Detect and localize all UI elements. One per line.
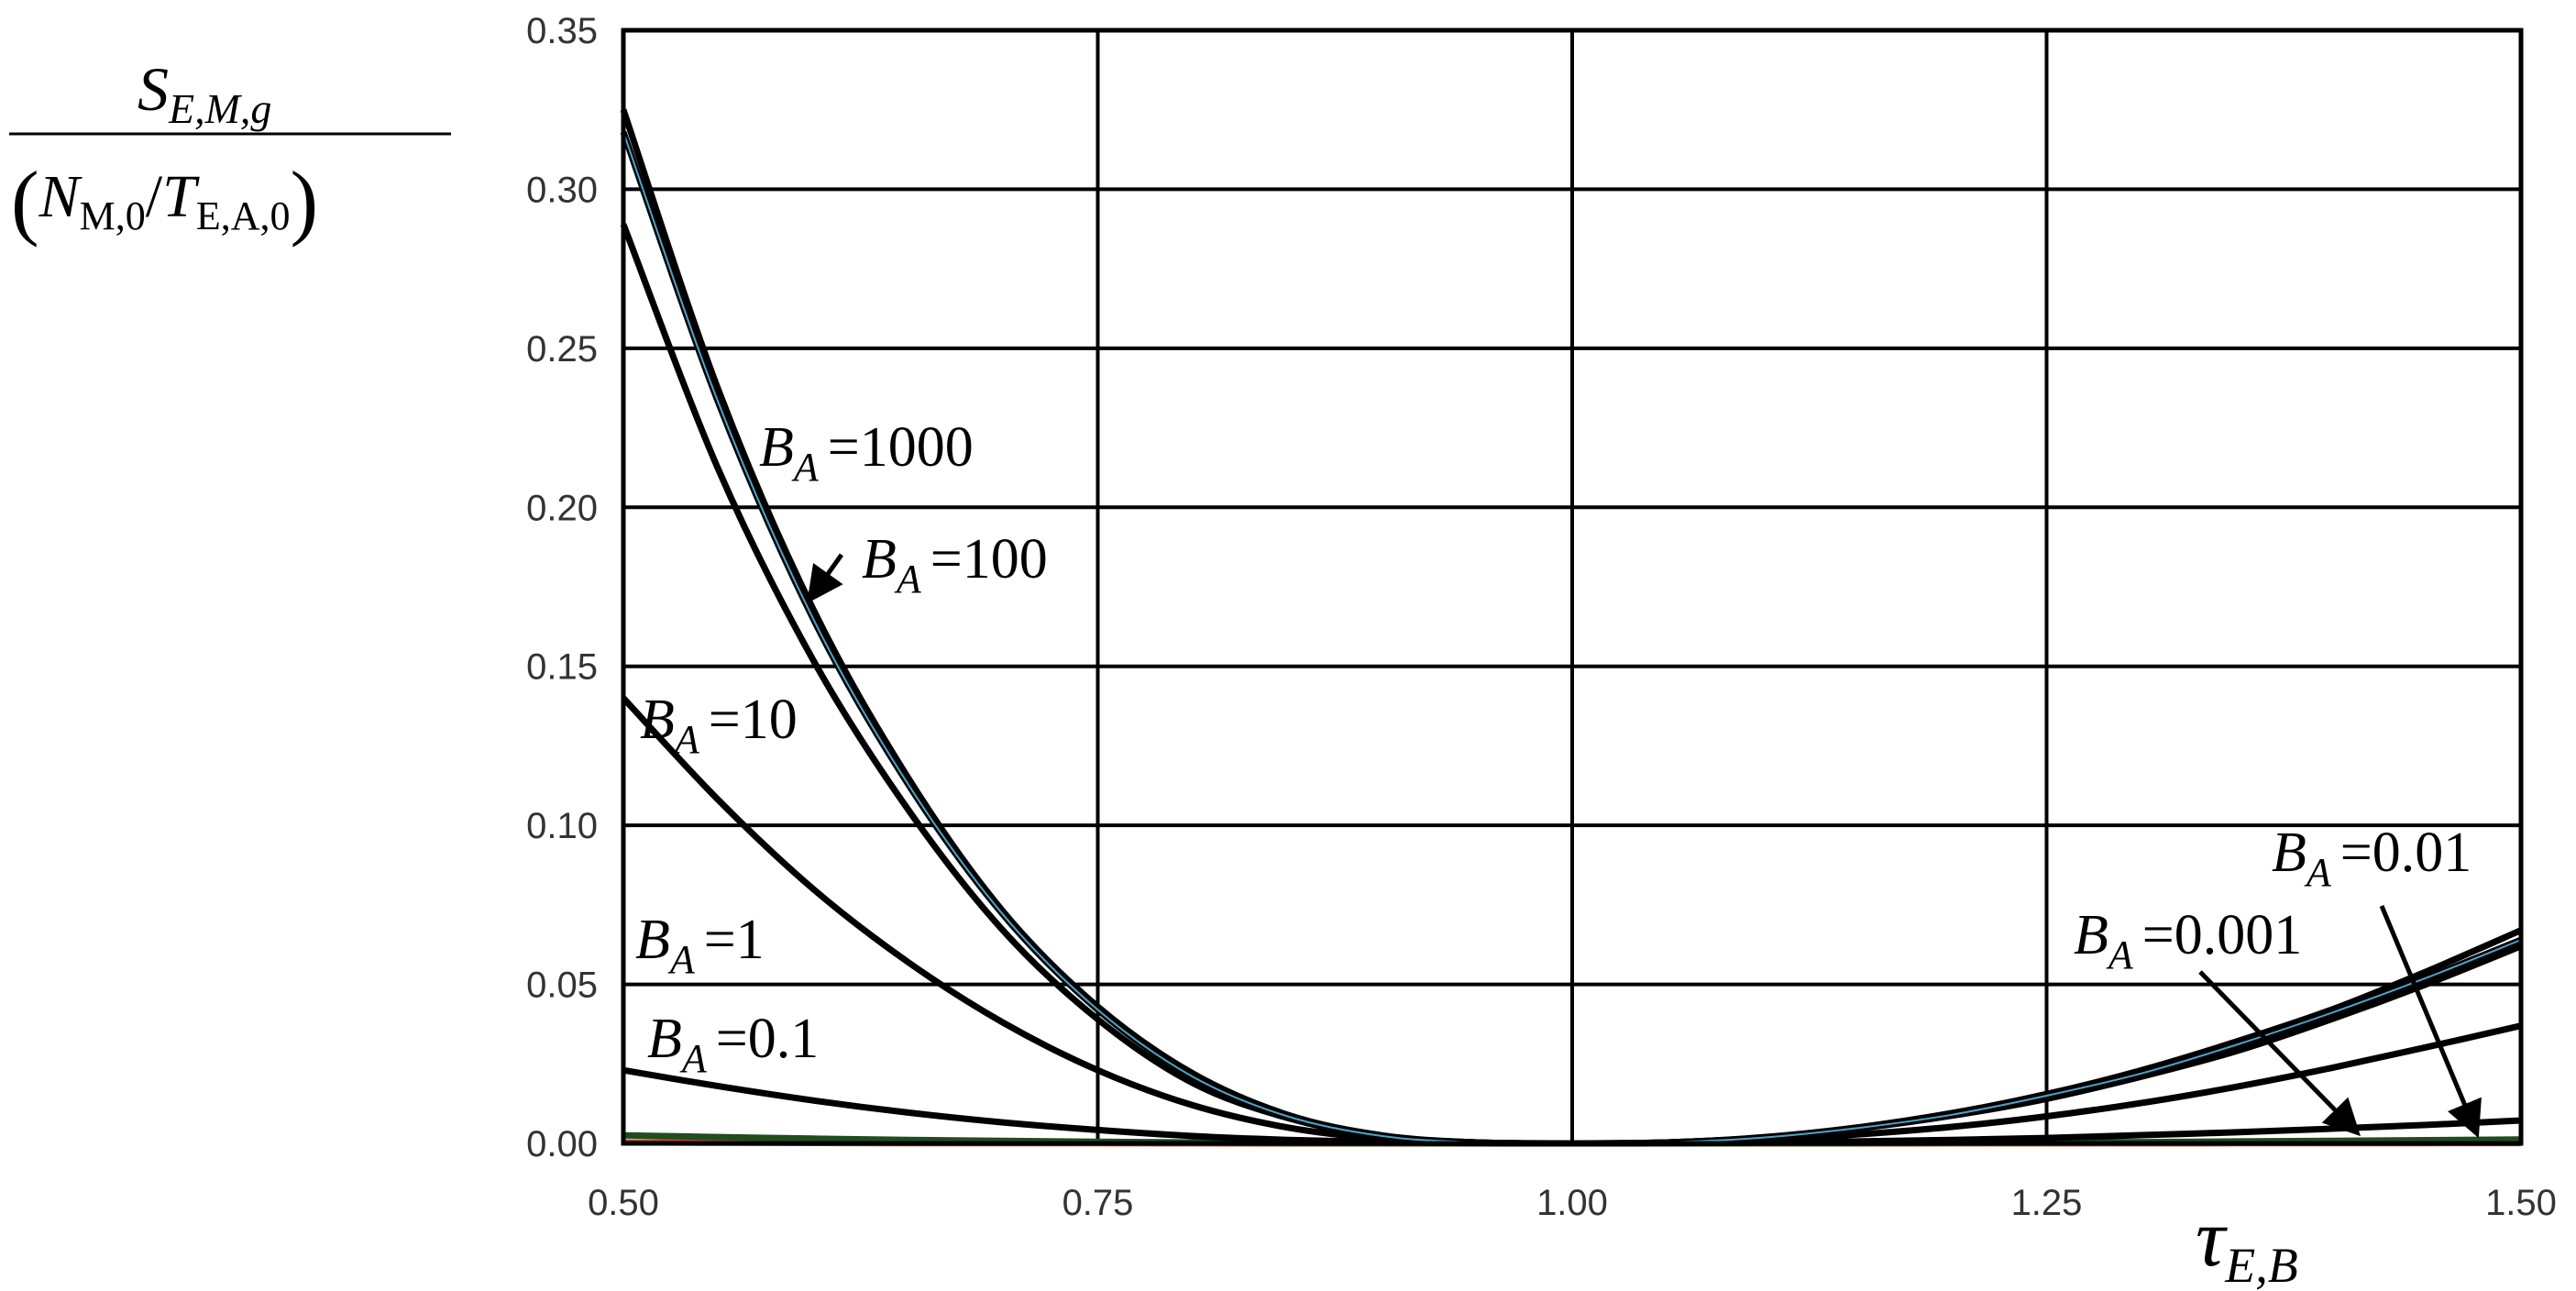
x-tick-labels: 0.50 0.75 1.00 1.25 1.50 <box>588 1183 2557 1223</box>
annotation-0.001: BA =0.001 <box>2074 904 2302 977</box>
ylabel-den-slash: / <box>146 163 163 230</box>
annotation-100: BA =100 <box>862 528 1048 601</box>
ylabel-num-sub: E,M,g <box>168 85 271 132</box>
annotation-10: BA =10 <box>640 689 798 762</box>
ylabel-close-paren: ) <box>291 154 319 248</box>
x-tick-label: 1.50 <box>2485 1183 2557 1223</box>
arrow-100 <box>807 553 844 604</box>
x-tick-label: 1.00 <box>1536 1183 1608 1223</box>
xlabel-sub: E,B <box>2224 1238 2297 1291</box>
annotation-0.01: BA =0.01 <box>2272 822 2471 895</box>
y-axis-label: SE,M,g (NM,0/TE,A,0) <box>9 54 451 248</box>
y-tick-label: 0.35 <box>526 11 598 51</box>
x-tick-label: 0.50 <box>588 1183 659 1223</box>
y-tick-label: 0.25 <box>526 329 598 370</box>
x-axis-label: τE,B <box>2196 1193 2298 1291</box>
x-tick-label: 0.75 <box>1062 1183 1134 1223</box>
ylabel-open-paren: ( <box>11 154 39 248</box>
annotations: BA =1000 BA =100 BA =10 BA =1 BA =0.1 BA =0.01… <box>635 416 2471 1081</box>
xlabel-main: τ <box>2196 1193 2228 1284</box>
y-tick-label: 0.00 <box>526 1124 598 1164</box>
y-tick-label: 0.10 <box>526 806 598 846</box>
ylabel-den-n-sub: M,0 <box>80 193 146 238</box>
plot-border <box>621 28 2524 1146</box>
svg-text:SE,M,g: SE,M,g <box>138 54 271 132</box>
y-tick-labels: 0.00 0.05 0.10 0.15 0.20 0.25 0.30 0.35 <box>526 11 598 1164</box>
annotation-1: BA =1 <box>635 909 765 982</box>
x-tick-label: 1.25 <box>2011 1183 2083 1223</box>
ylabel-num-main: S <box>138 54 169 124</box>
annotation-arrows <box>807 553 2482 1139</box>
arrow-0.01 <box>2379 905 2482 1139</box>
plot-frame <box>621 28 2524 1146</box>
y-tick-label: 0.05 <box>526 965 598 1006</box>
svg-text:(NM,0/TE,A,0): (NM,0/TE,A,0) <box>11 154 318 248</box>
ylabel-den-t-sub: E,A,0 <box>196 193 291 238</box>
y-tick-label: 0.15 <box>526 647 598 688</box>
ylabel-den-t: T <box>162 163 200 230</box>
annotation-1000: BA =1000 <box>759 416 974 490</box>
ylabel-den-n: N <box>39 163 83 230</box>
annotation-0.1: BA =0.1 <box>647 1008 819 1081</box>
y-tick-label: 0.20 <box>526 488 598 528</box>
arrow-0.001 <box>2198 970 2361 1137</box>
y-tick-label: 0.30 <box>526 170 598 210</box>
